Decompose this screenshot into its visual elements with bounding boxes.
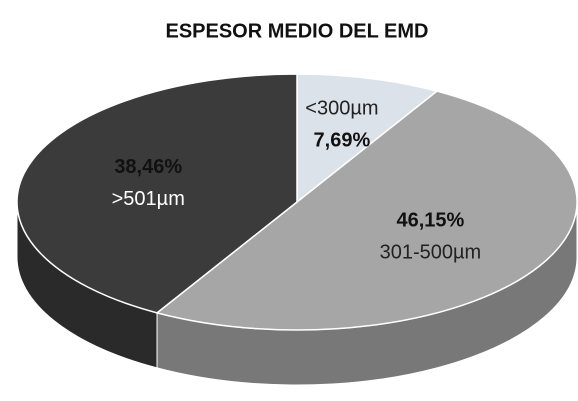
slice — [16, 73, 298, 314]
value-label: 38,46% — [114, 156, 182, 178]
category-label: 301-500µm — [380, 241, 482, 263]
category-label: >501µm — [112, 188, 185, 210]
slice — [296, 73, 439, 204]
value-label: 7,69% — [314, 130, 371, 152]
chart-title: ESPESOR MEDIO DEL EMD — [165, 20, 428, 42]
slice — [155, 90, 578, 331]
category-label: <300µm — [305, 98, 378, 120]
value-label: 46,15% — [396, 209, 464, 231]
